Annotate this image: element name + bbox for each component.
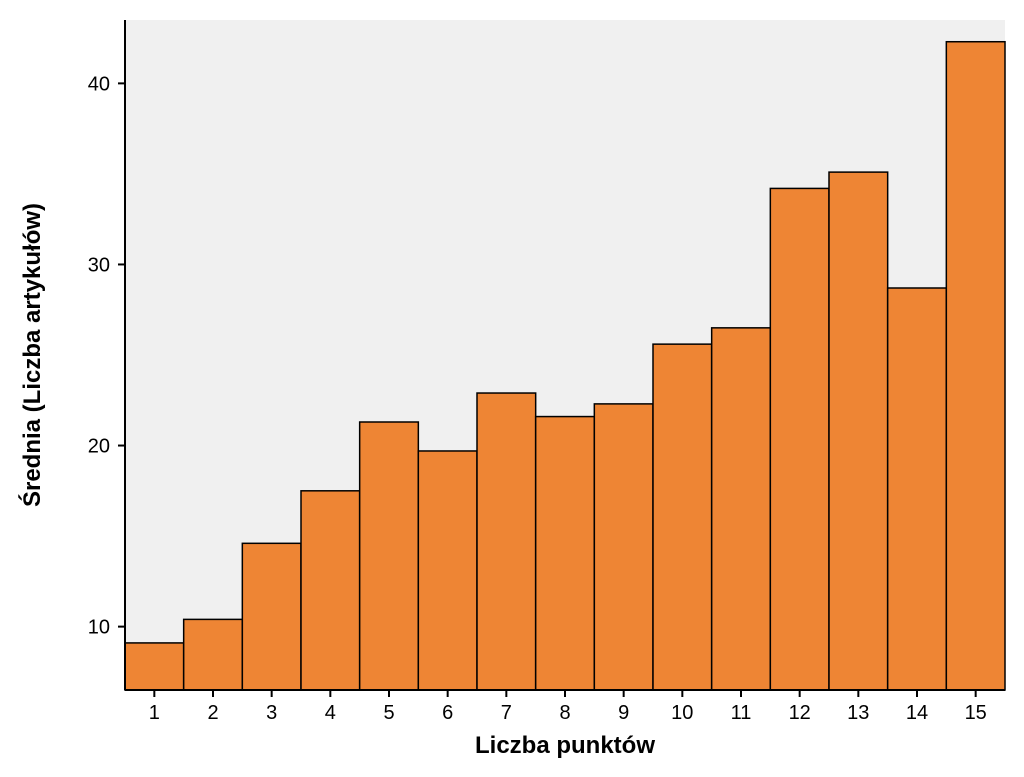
x-tick-label: 3 [266,702,277,724]
y-tick-label: 30 [88,255,110,277]
x-tick-label: 5 [383,702,394,724]
x-tick-label: 4 [325,702,336,724]
bar [888,288,947,690]
y-axis-label: Średnia (Liczba artykułów) [18,203,46,507]
bar [829,172,888,690]
x-tick-label: 1 [149,702,160,724]
bar [477,393,536,690]
x-tick-label: 13 [847,702,869,724]
x-tick-label: 15 [965,702,987,724]
x-tick-label: 10 [671,702,693,724]
bar [418,451,477,690]
bar [301,491,360,690]
bar [242,543,301,690]
bar [184,619,243,690]
x-axis-label: Liczba punktów [475,732,655,759]
y-tick-label: 10 [88,617,110,639]
x-tick-label: 12 [789,702,811,724]
bar [946,42,1005,690]
bar [536,417,595,690]
x-tick-label: 8 [559,702,570,724]
x-tick-label: 9 [618,702,629,724]
bar [712,328,771,690]
y-tick-label: 40 [88,73,110,95]
x-tick-label: 2 [207,702,218,724]
bar [653,344,712,690]
bar [360,422,419,690]
chart-svg: 10203040123456789101112131415Średnia (Li… [0,0,1024,777]
bar [770,188,829,690]
y-tick-label: 20 [88,436,110,458]
bar [125,643,184,690]
x-tick-label: 7 [501,702,512,724]
bar-chart: 10203040123456789101112131415Średnia (Li… [0,0,1024,777]
bar [594,404,653,690]
x-tick-label: 14 [906,702,928,724]
x-tick-label: 11 [731,702,752,724]
x-tick-label: 6 [442,702,453,724]
